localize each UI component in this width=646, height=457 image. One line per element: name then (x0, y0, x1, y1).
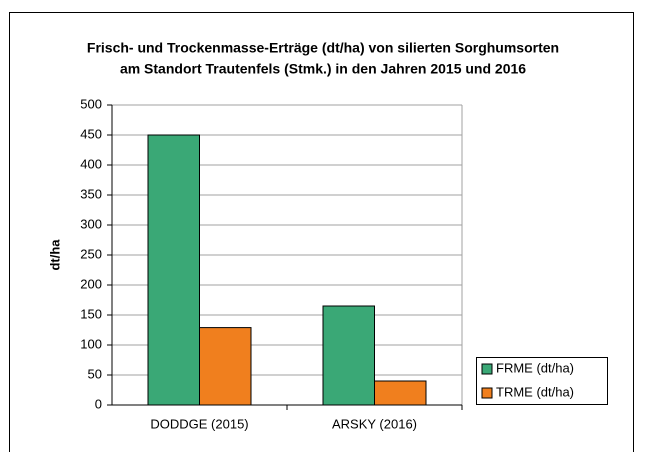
y-tick-label: 250 (80, 246, 102, 261)
y-tick-label: 300 (80, 216, 102, 231)
bar (199, 327, 252, 406)
legend-swatch (481, 363, 493, 375)
y-tick-label: 100 (80, 336, 102, 351)
y-tick-label: 150 (80, 306, 102, 321)
chart-title: Frisch- und Trockenmasse-Erträge (dt/ha)… (87, 40, 559, 56)
chart-title: am Standort Trautenfels (Stmk.) in den J… (120, 61, 526, 77)
y-tick-label: 200 (80, 276, 102, 291)
y-tick-label: 0 (95, 396, 102, 411)
y-axis-label: dt/ha (47, 239, 62, 271)
legend-label: TRME (dt/ha) (496, 384, 574, 399)
bar (374, 380, 427, 406)
bar (147, 134, 200, 406)
legend-swatch (481, 387, 493, 399)
legend-box (476, 357, 608, 405)
x-tick-label: ARSKY (2016) (332, 416, 417, 431)
x-tick-label: DODDGE (2015) (150, 416, 248, 431)
y-tick-label: 450 (80, 126, 102, 141)
bar (322, 305, 375, 406)
y-tick-label: 50 (88, 366, 102, 381)
legend-label: FRME (dt/ha) (496, 360, 574, 375)
y-tick-label: 350 (80, 186, 102, 201)
y-tick-label: 500 (80, 96, 102, 111)
y-tick-label: 400 (80, 156, 102, 171)
